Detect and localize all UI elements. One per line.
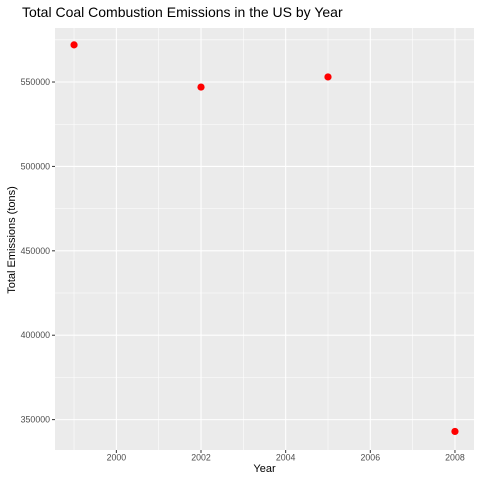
data-points (70, 41, 459, 436)
axis-tick-labels: 2000 2002 2004 2006 2008 350000 400000 450000 50… (21, 77, 465, 462)
x-tick-label: 2008 (445, 453, 465, 463)
x-tick-label: 2002 (191, 453, 211, 463)
data-point (324, 73, 332, 81)
x-tick-label: 2004 (276, 453, 296, 463)
y-tick-label: 500000 (21, 161, 50, 171)
x-tick-label: 2006 (361, 453, 381, 463)
y-tick-label: 400000 (21, 330, 50, 340)
x-axis-title: Year (253, 463, 276, 475)
major-gridlines (55, 28, 474, 450)
chart-title: Total Coal Combustion Emissions in the U… (22, 4, 343, 20)
data-point (451, 427, 459, 436)
plot-panel (55, 28, 474, 450)
y-tick-label: 550000 (21, 77, 50, 87)
data-point (70, 41, 78, 49)
x-tick-label: 2000 (107, 453, 127, 463)
y-axis-title: Total Emissions (tons) (6, 186, 18, 294)
minor-gridlines (55, 28, 474, 450)
y-tick-label: 350000 (21, 415, 50, 425)
axis-ticks (52, 81, 456, 453)
data-point (197, 83, 205, 91)
y-tick-label: 450000 (21, 246, 50, 256)
